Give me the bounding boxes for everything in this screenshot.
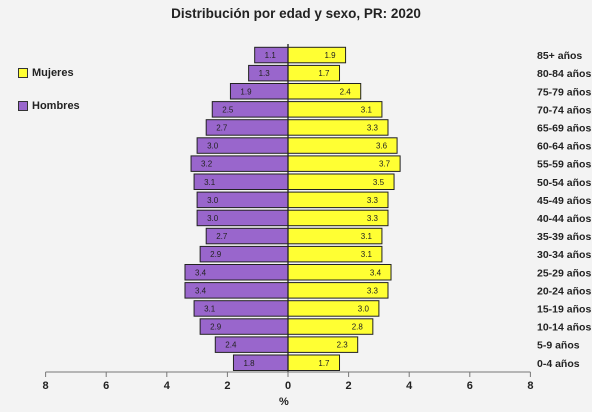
x-tick-label-2: 4 bbox=[164, 380, 171, 392]
bar-mujeres-80-84-a-os bbox=[287, 64, 341, 82]
data-label-hombres-40-44-a-os: 3.0 bbox=[207, 214, 219, 223]
bar-mujeres-85plus-a-os bbox=[287, 46, 347, 64]
data-label-mujeres-55-59-a-os: 3.7 bbox=[379, 160, 391, 169]
data-label-hombres-20-24-a-os: 3.4 bbox=[195, 286, 207, 295]
legend-label-hombres: Hombres bbox=[32, 100, 80, 113]
legend-item-mujeres: Mujeres bbox=[18, 67, 74, 79]
x-tick-label-5: 2 bbox=[346, 380, 352, 392]
data-label-mujeres-60-64-a-os: 3.6 bbox=[376, 142, 388, 151]
data-label-mujeres-35-39-a-os: 3.1 bbox=[361, 232, 373, 241]
data-label-mujeres-65-69-a-os: 3.3 bbox=[367, 123, 379, 132]
data-label-hombres-0-4-a-os: 1.8 bbox=[243, 359, 255, 368]
data-label-mujeres-20-24-a-os: 3.3 bbox=[367, 286, 379, 295]
data-label-mujeres-45-49-a-os: 3.3 bbox=[367, 196, 379, 205]
legend-label-mujeres: Mujeres bbox=[32, 67, 74, 80]
data-label-mujeres-75-79-a-os: 2.4 bbox=[340, 87, 352, 96]
data-label-mujeres-25-29-a-os: 3.4 bbox=[370, 268, 382, 277]
category-label-65-69-a-os: 65-69 años bbox=[537, 122, 591, 134]
category-label-30-34-a-os: 30-34 años bbox=[537, 249, 591, 261]
data-label-hombres-70-74-a-os: 2.5 bbox=[222, 105, 234, 114]
data-label-hombres-30-34-a-os: 2.9 bbox=[210, 250, 222, 259]
data-label-hombres-50-54-a-os: 3.1 bbox=[204, 178, 216, 187]
data-label-mujeres-85plus-a-os: 1.9 bbox=[324, 51, 336, 60]
x-tick-label-0: 8 bbox=[43, 380, 49, 392]
category-label-5-9-a-os: 5-9 años bbox=[537, 340, 580, 352]
category-label-60-64-a-os: 60-64 años bbox=[537, 141, 591, 153]
x-axis-label: % bbox=[279, 396, 289, 408]
data-label-mujeres-0-4-a-os: 1.7 bbox=[318, 359, 330, 368]
category-label-55-59-a-os: 55-59 años bbox=[537, 159, 591, 171]
bar-hombres-0-4-a-os bbox=[232, 354, 289, 371]
data-label-hombres-10-14-a-os: 2.9 bbox=[210, 323, 222, 332]
data-label-mujeres-80-84-a-os: 1.7 bbox=[318, 69, 330, 78]
data-label-hombres-15-19-a-os: 3.1 bbox=[204, 304, 216, 313]
category-label-35-39-a-os: 35-39 años bbox=[537, 231, 591, 243]
data-label-mujeres-15-19-a-os: 3.0 bbox=[358, 304, 370, 313]
bar-mujeres-0-4-a-os bbox=[287, 354, 341, 371]
data-label-hombres-65-69-a-os: 2.7 bbox=[216, 123, 228, 132]
data-label-mujeres-30-34-a-os: 3.1 bbox=[361, 250, 373, 259]
category-label-25-29-a-os: 25-29 años bbox=[537, 267, 591, 279]
x-tick-label-4: 0 bbox=[285, 380, 291, 392]
category-label-85plus-a-os: 85+ años bbox=[537, 50, 582, 62]
data-label-hombres-60-64-a-os: 3.0 bbox=[207, 142, 219, 151]
data-label-mujeres-5-9-a-os: 2.3 bbox=[337, 341, 349, 350]
x-tick-label-6: 4 bbox=[406, 380, 413, 392]
data-label-hombres-45-49-a-os: 3.0 bbox=[207, 196, 219, 205]
category-label-80-84-a-os: 80-84 años bbox=[537, 68, 591, 80]
data-label-hombres-25-29-a-os: 3.4 bbox=[195, 268, 207, 277]
category-label-20-24-a-os: 20-24 años bbox=[537, 285, 591, 297]
data-label-mujeres-50-54-a-os: 3.5 bbox=[373, 178, 385, 187]
chart-title: Distribución por edad y sexo, PR: 2020 bbox=[171, 6, 421, 21]
x-tick-label-1: 6 bbox=[103, 380, 109, 392]
category-label-70-74-a-os: 70-74 años bbox=[537, 104, 591, 116]
legend-swatch-hombres bbox=[18, 101, 28, 112]
data-label-mujeres-40-44-a-os: 3.3 bbox=[367, 214, 379, 223]
x-tick-label-3: 2 bbox=[224, 380, 230, 392]
category-label-15-19-a-os: 15-19 años bbox=[537, 303, 591, 315]
legend-swatch-mujeres bbox=[18, 68, 28, 79]
x-tick-label-8: 8 bbox=[527, 380, 533, 392]
bar-hombres-75-79-a-os bbox=[229, 83, 289, 100]
x-tick-label-7: 6 bbox=[467, 380, 473, 392]
data-label-mujeres-10-14-a-os: 2.8 bbox=[352, 323, 364, 332]
data-label-hombres-85plus-a-os: 1.1 bbox=[265, 51, 277, 60]
category-label-75-79-a-os: 75-79 años bbox=[537, 86, 591, 98]
category-label-50-54-a-os: 50-54 años bbox=[537, 177, 591, 189]
category-label-40-44-a-os: 40-44 años bbox=[537, 213, 591, 225]
data-label-hombres-5-9-a-os: 2.4 bbox=[225, 341, 237, 350]
category-label-10-14-a-os: 10-14 años bbox=[537, 322, 591, 334]
data-label-hombres-75-79-a-os: 1.9 bbox=[240, 87, 252, 96]
data-label-hombres-80-84-a-os: 1.3 bbox=[259, 69, 271, 78]
category-label-45-49-a-os: 45-49 años bbox=[537, 195, 591, 207]
category-label-0-4-a-os: 0-4 años bbox=[537, 358, 580, 370]
data-label-hombres-35-39-a-os: 2.7 bbox=[216, 232, 228, 241]
data-label-mujeres-70-74-a-os: 3.1 bbox=[361, 105, 373, 114]
legend-item-hombres: Hombres bbox=[18, 100, 80, 112]
data-label-hombres-55-59-a-os: 3.2 bbox=[201, 160, 213, 169]
